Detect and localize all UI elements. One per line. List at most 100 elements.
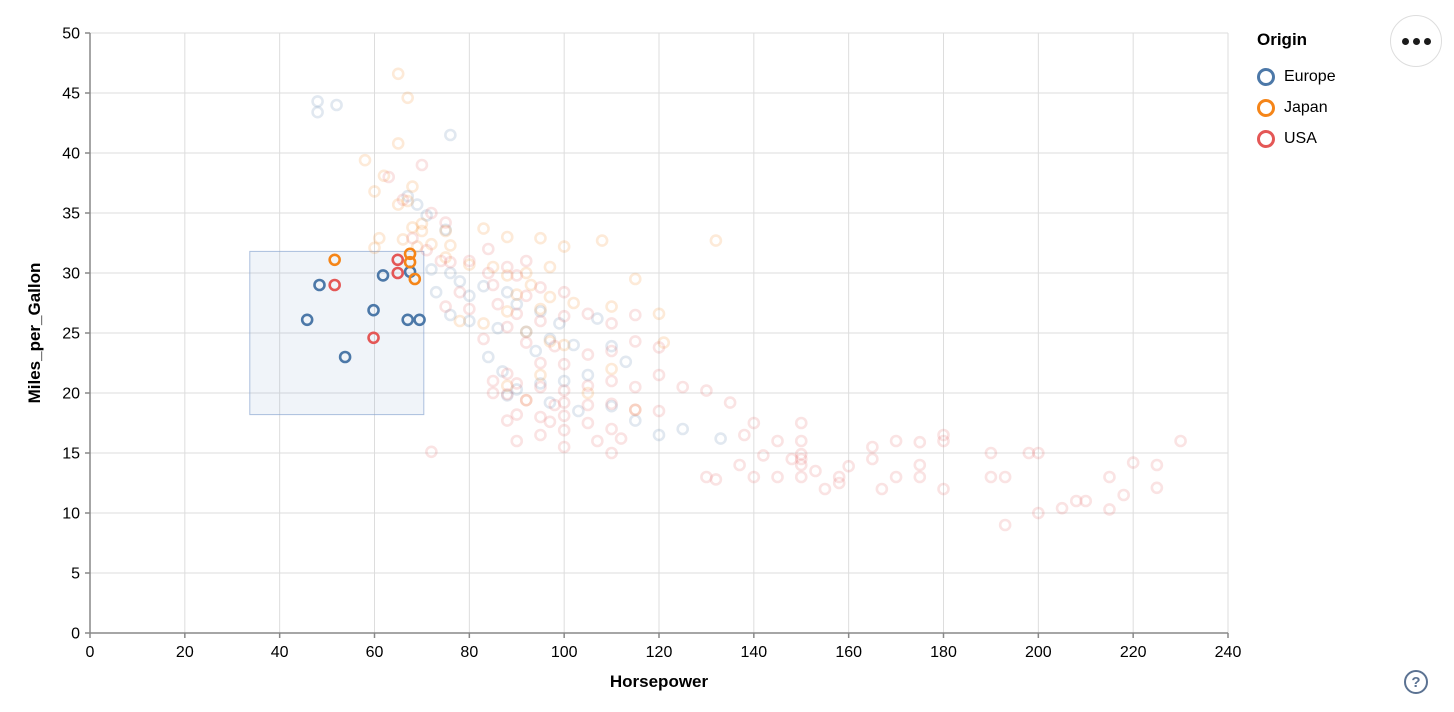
data-point-unselected [572,404,585,418]
y-tick-label: 35 [62,206,80,223]
data-point-unselected [377,169,391,183]
data-point-unselected [1032,506,1045,520]
data-point-unselected [410,240,424,253]
legend-title: Origin [1257,30,1308,49]
data-point-unselected [1103,470,1116,484]
legend-item-europe[interactable]: Europe [1257,61,1336,92]
data-point-unselected [425,263,438,276]
data-point-unselected [557,285,571,299]
legend-item-usa[interactable]: USA [1257,123,1336,154]
data-point-unselected [439,223,452,237]
data-point-unselected [937,482,950,496]
data-point-unselected [794,458,808,472]
data-point-unselected [453,275,467,288]
x-tick-label: 140 [740,644,767,661]
data-point-unselected [510,307,524,321]
data-point-unselected [747,416,761,430]
data-point-unselected [491,321,505,335]
data-point-unselected [444,308,457,322]
data-point-unselected [486,278,500,292]
data-point-unselected [548,398,561,412]
y-tick-label: 30 [62,266,80,283]
x-tick-label: 120 [646,644,673,661]
data-point-unselected [553,317,566,330]
data-point-unselected [557,309,571,323]
data-point-unselected [481,266,495,280]
data-point-unselected [998,470,1012,484]
data-point-unselected [311,105,324,119]
data-point-unselected [439,251,452,264]
data-point-unselected [714,432,727,445]
data-point-unselected [1079,494,1093,508]
data-point-unselected [628,380,642,394]
data-point-unselected [591,312,604,325]
data-point-unselected [500,260,514,274]
data-point-unselected [429,285,443,299]
data-point-unselected [481,350,495,364]
data-point-unselected [477,317,490,330]
data-point-unselected [477,279,490,293]
x-tick-label: 60 [366,644,384,661]
data-point-unselected [401,91,414,105]
data-point-unselected [676,422,690,436]
data-point-unselected [396,233,410,246]
data-point-unselected [652,307,666,321]
data-point-unselected [794,452,808,466]
y-axis-title: Miles_per_Gallon [25,263,44,404]
data-point-unselected [463,258,476,271]
data-point-unselected [700,470,713,484]
data-point-unselected [832,470,846,484]
data-point-unselected [557,423,571,437]
data-point-unselected [1150,481,1164,495]
legend: Origin Europe Japan USA [1257,30,1336,154]
data-point-unselected [453,285,467,299]
data-point-unselected [444,239,457,252]
data-point-unselected [439,216,452,229]
data-point-unselected [984,470,998,484]
legend-item-japan[interactable]: Japan [1257,92,1336,123]
data-point-unselected [463,254,476,268]
data-point-selected [376,269,390,282]
data-point-unselected [382,170,396,184]
data-point-selected [300,313,314,327]
data-point-unselected [1069,494,1083,508]
data-point-unselected [500,379,514,393]
data-point-unselected [425,237,438,251]
data-point-unselected [628,403,642,417]
data-point-unselected [372,231,386,245]
data-point-unselected [605,422,618,436]
data-point-unselected [889,470,903,484]
data-point-unselected [410,198,424,211]
menu-button[interactable] [1390,15,1442,67]
data-point-unselected [605,344,618,358]
data-point-unselected [401,189,414,203]
help-button[interactable]: ? [1404,670,1428,694]
x-tick-label: 100 [551,644,578,661]
data-point-unselected [757,449,770,462]
data-point-unselected [652,341,666,354]
data-point-unselected [1150,458,1164,472]
x-tick-label: 180 [930,644,957,661]
data-point-unselected [439,224,452,238]
legend-label: Europe [1284,67,1336,85]
question-mark-icon: ? [1411,673,1421,691]
x-tick-label: 160 [835,644,862,661]
data-point-unselected [396,193,410,207]
data-point-unselected [832,476,846,490]
data-point-unselected [937,428,950,442]
data-point-selected [403,255,417,269]
data-point-unselected [500,367,514,381]
data-point-unselected [444,266,457,280]
data-point-unselected [557,240,571,253]
data-point-unselected [510,377,524,390]
brush-selection[interactable] [249,250,425,416]
data-point-unselected [534,380,547,394]
data-point-unselected [391,198,405,211]
data-point-unselected [420,243,433,257]
data-point-unselected [486,260,500,274]
data-point-unselected [771,470,784,484]
data-point-unselected [463,302,476,316]
data-point-unselected [415,224,429,238]
